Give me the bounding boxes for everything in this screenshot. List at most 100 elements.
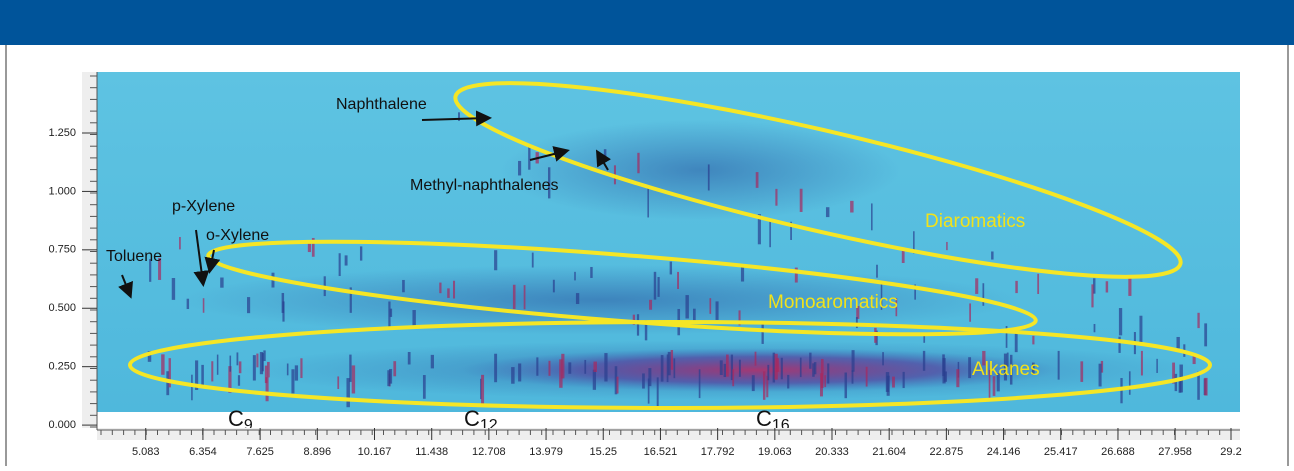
- spot: [844, 372, 848, 399]
- spot: [922, 350, 926, 371]
- spot: [389, 308, 393, 317]
- spot: [548, 167, 551, 199]
- spot: [202, 298, 205, 313]
- spot: [1091, 284, 1094, 308]
- spot: [902, 371, 905, 389]
- spot: [1197, 371, 1200, 400]
- spot: [480, 378, 482, 400]
- x-tick-label: 20.333: [815, 446, 849, 458]
- spot: [996, 373, 1000, 392]
- spot: [1032, 335, 1035, 345]
- spot: [512, 284, 516, 310]
- group-outlines: [128, 81, 1212, 410]
- spot: [430, 354, 434, 369]
- spot: [755, 172, 759, 188]
- spot: [1139, 315, 1143, 343]
- spot: [667, 351, 671, 376]
- spot: [761, 321, 764, 344]
- spot: [723, 363, 727, 378]
- spot: [523, 285, 526, 310]
- spot: [1128, 278, 1132, 296]
- spot: [766, 375, 769, 398]
- spot: [1140, 350, 1143, 376]
- spot: [211, 361, 214, 382]
- spot: [914, 284, 916, 300]
- group-label: Diaromatics: [925, 211, 1025, 232]
- spot: [1093, 278, 1096, 294]
- spot: [1005, 326, 1008, 348]
- spot: [259, 351, 264, 375]
- spot: [692, 308, 696, 323]
- spot: [195, 360, 199, 390]
- spot: [236, 352, 239, 366]
- spot: [1031, 362, 1035, 375]
- spot: [988, 369, 991, 399]
- spot: [265, 377, 269, 402]
- spot: [882, 352, 884, 366]
- spot: [307, 242, 311, 253]
- x-tick-label: 16.521: [644, 446, 678, 458]
- spot: [1178, 379, 1182, 393]
- spot: [657, 277, 660, 297]
- y-tick-label: 0.750: [48, 244, 76, 256]
- spot: [975, 278, 979, 294]
- y-tick-label: 1.250: [48, 127, 76, 139]
- spot: [892, 376, 895, 388]
- spot: [648, 368, 652, 387]
- spot: [946, 241, 948, 251]
- x-tick-label: 13.979: [529, 446, 563, 458]
- spot: [1100, 360, 1104, 373]
- spot: [256, 353, 259, 368]
- spot: [767, 364, 770, 381]
- spot: [871, 203, 873, 231]
- spot: [575, 293, 580, 305]
- spot: [614, 366, 618, 395]
- spot: [762, 371, 766, 400]
- spot: [775, 358, 780, 372]
- spot: [772, 352, 776, 383]
- spot: [166, 371, 170, 396]
- group-label: Alkanes: [972, 359, 1040, 380]
- spot: [895, 298, 898, 317]
- spot: [220, 277, 224, 288]
- spot: [1197, 312, 1200, 329]
- spot: [228, 366, 232, 393]
- spot: [349, 354, 352, 382]
- spot: [825, 207, 830, 218]
- y-tick-label: 0.000: [48, 419, 76, 431]
- spot: [669, 261, 673, 275]
- spot: [568, 362, 572, 374]
- spot: [191, 374, 193, 401]
- x-tick-label: 7.625: [246, 446, 274, 458]
- spot: [346, 378, 350, 408]
- spot: [1118, 336, 1121, 353]
- spot: [447, 288, 450, 298]
- x-tick-label: 27.958: [1158, 446, 1192, 458]
- spot: [1006, 352, 1009, 367]
- spot: [518, 363, 522, 382]
- spot: [649, 299, 653, 310]
- spot: [458, 112, 460, 121]
- spot: [559, 359, 563, 388]
- spot: [1015, 280, 1018, 294]
- spot: [252, 355, 256, 381]
- spot: [412, 310, 416, 327]
- spot: [969, 303, 972, 322]
- annotation: o-Xylene: [206, 227, 269, 244]
- spot: [337, 376, 340, 390]
- spot: [738, 359, 741, 377]
- spot: [1105, 281, 1109, 293]
- y-tick-label: 0.500: [48, 302, 76, 314]
- spot: [149, 259, 152, 282]
- spot: [1014, 329, 1018, 353]
- spot: [593, 361, 597, 372]
- spot: [754, 351, 757, 366]
- x-tick-label: 17.792: [701, 446, 735, 458]
- spot: [1176, 336, 1180, 349]
- spot: [247, 297, 251, 314]
- spot: [1204, 323, 1208, 347]
- y-tick-label: 1.000: [48, 185, 76, 197]
- spots: [147, 112, 1208, 408]
- spot: [1118, 308, 1123, 336]
- x-tick-label: 19.063: [758, 446, 792, 458]
